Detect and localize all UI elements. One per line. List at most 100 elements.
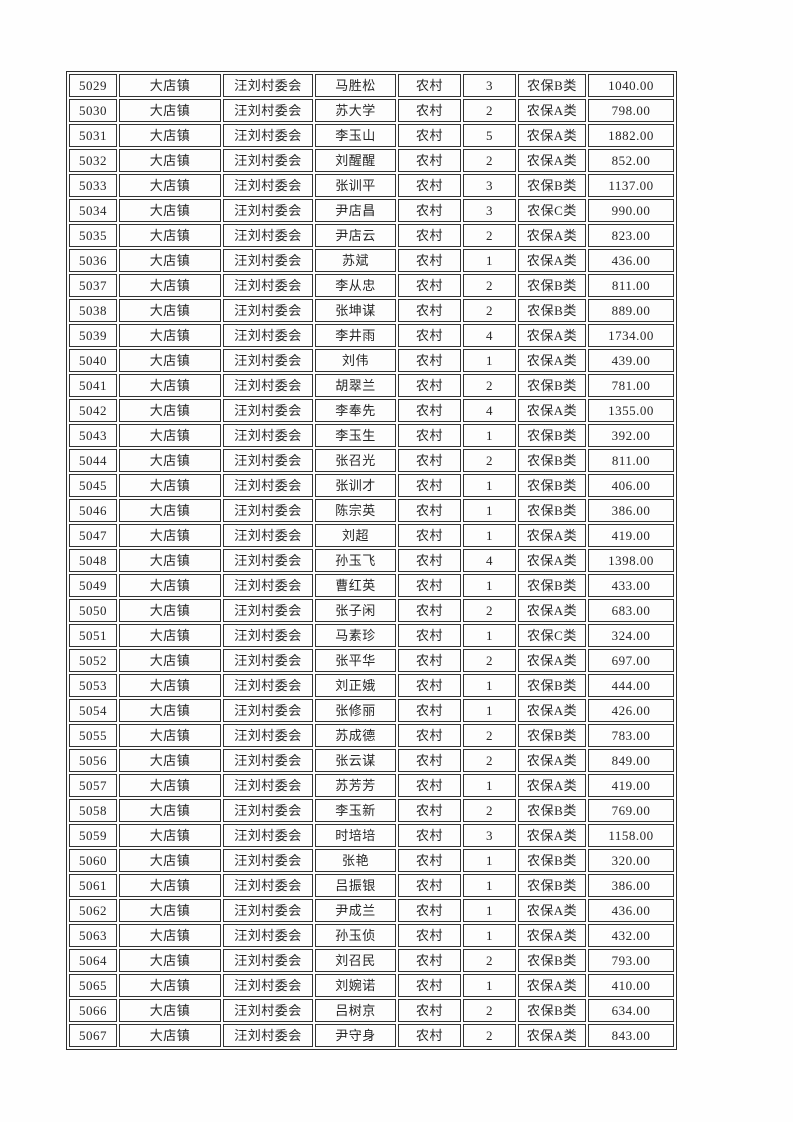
cell-town: 大店镇 (119, 549, 221, 572)
cell-insurance_type: 农保B类 (518, 999, 586, 1022)
table-row: 5032 大店镇 汪刘村委会 刘醒醒 农村 2 农保A类 852.00 (69, 149, 674, 172)
table-row: 5042 大店镇 汪刘村委会 李奉先 农村 4 农保A类 1355.00 (69, 399, 674, 422)
cell-town: 大店镇 (119, 174, 221, 197)
cell-amount: 849.00 (588, 749, 674, 772)
cell-name: 苏成德 (315, 724, 396, 747)
cell-town: 大店镇 (119, 399, 221, 422)
cell-town: 大店镇 (119, 774, 221, 797)
table-row: 5037 大店镇 汪刘村委会 李从忠 农村 2 农保B类 811.00 (69, 274, 674, 297)
cell-town: 大店镇 (119, 199, 221, 222)
cell-serial: 5057 (69, 774, 117, 797)
cell-name: 李玉生 (315, 424, 396, 447)
table-row: 5051 大店镇 汪刘村委会 马素珍 农村 1 农保C类 324.00 (69, 624, 674, 647)
cell-insurance_type: 农保A类 (518, 324, 586, 347)
cell-amount: 1158.00 (588, 824, 674, 847)
cell-serial: 5030 (69, 99, 117, 122)
cell-count: 3 (463, 824, 516, 847)
cell-town: 大店镇 (119, 374, 221, 397)
cell-insurance_type: 农保B类 (518, 424, 586, 447)
pension-roster-table: 5029 大店镇 汪刘村委会 马胜松 农村 3 农保B类 1040.00 5030 大店镇 汪刘村委… (66, 71, 677, 1050)
cell-amount: 811.00 (588, 274, 674, 297)
cell-name: 李井雨 (315, 324, 396, 347)
table-body: 5029 大店镇 汪刘村委会 马胜松 农村 3 农保B类 1040.00 5030 大店镇 汪刘村委… (69, 74, 674, 1047)
cell-count: 3 (463, 74, 516, 97)
cell-village: 汪刘村委会 (223, 774, 313, 797)
table-row: 5049 大店镇 汪刘村委会 曹红英 农村 1 农保B类 433.00 (69, 574, 674, 597)
cell-count: 1 (463, 574, 516, 597)
cell-serial: 5034 (69, 199, 117, 222)
cell-category: 农村 (398, 149, 461, 172)
cell-name: 马胜松 (315, 74, 396, 97)
cell-category: 农村 (398, 949, 461, 972)
cell-name: 张训平 (315, 174, 396, 197)
cell-insurance_type: 农保B类 (518, 299, 586, 322)
cell-name: 李玉新 (315, 799, 396, 822)
cell-category: 农村 (398, 349, 461, 372)
cell-count: 2 (463, 449, 516, 472)
cell-village: 汪刘村委会 (223, 874, 313, 897)
cell-category: 农村 (398, 174, 461, 197)
table-row: 5041 大店镇 汪刘村委会 胡翠兰 农村 2 农保B类 781.00 (69, 374, 674, 397)
cell-category: 农村 (398, 724, 461, 747)
cell-insurance_type: 农保A类 (518, 1024, 586, 1047)
cell-category: 农村 (398, 449, 461, 472)
cell-amount: 386.00 (588, 874, 674, 897)
cell-category: 农村 (398, 124, 461, 147)
cell-serial: 5035 (69, 224, 117, 247)
cell-amount: 823.00 (588, 224, 674, 247)
cell-insurance_type: 农保A类 (518, 749, 586, 772)
cell-category: 农村 (398, 399, 461, 422)
cell-amount: 1398.00 (588, 549, 674, 572)
cell-category: 农村 (398, 774, 461, 797)
cell-town: 大店镇 (119, 324, 221, 347)
cell-serial: 5066 (69, 999, 117, 1022)
cell-category: 农村 (398, 299, 461, 322)
cell-name: 刘伟 (315, 349, 396, 372)
cell-amount: 811.00 (588, 449, 674, 472)
cell-amount: 419.00 (588, 524, 674, 547)
cell-village: 汪刘村委会 (223, 1024, 313, 1047)
cell-town: 大店镇 (119, 1024, 221, 1047)
table-row: 5058 大店镇 汪刘村委会 李玉新 农村 2 农保B类 769.00 (69, 799, 674, 822)
cell-serial: 5054 (69, 699, 117, 722)
cell-name: 苏斌 (315, 249, 396, 272)
cell-amount: 793.00 (588, 949, 674, 972)
cell-town: 大店镇 (119, 274, 221, 297)
cell-count: 2 (463, 999, 516, 1022)
cell-insurance_type: 农保A类 (518, 249, 586, 272)
cell-name: 刘召民 (315, 949, 396, 972)
cell-serial: 5041 (69, 374, 117, 397)
cell-village: 汪刘村委会 (223, 924, 313, 947)
cell-serial: 5061 (69, 874, 117, 897)
cell-town: 大店镇 (119, 574, 221, 597)
cell-town: 大店镇 (119, 124, 221, 147)
cell-insurance_type: 农保B类 (518, 949, 586, 972)
table-row: 5048 大店镇 汪刘村委会 孙玉飞 农村 4 农保A类 1398.00 (69, 549, 674, 572)
cell-amount: 432.00 (588, 924, 674, 947)
cell-count: 2 (463, 724, 516, 747)
cell-town: 大店镇 (119, 249, 221, 272)
table-row: 5046 大店镇 汪刘村委会 陈宗英 农村 1 农保B类 386.00 (69, 499, 674, 522)
cell-name: 苏芳芳 (315, 774, 396, 797)
cell-count: 1 (463, 249, 516, 272)
table-row: 5055 大店镇 汪刘村委会 苏成德 农村 2 农保B类 783.00 (69, 724, 674, 747)
cell-amount: 889.00 (588, 299, 674, 322)
cell-insurance_type: 农保B类 (518, 274, 586, 297)
cell-amount: 781.00 (588, 374, 674, 397)
cell-village: 汪刘村委会 (223, 224, 313, 247)
cell-village: 汪刘村委会 (223, 249, 313, 272)
cell-amount: 439.00 (588, 349, 674, 372)
cell-insurance_type: 农保C类 (518, 199, 586, 222)
cell-serial: 5038 (69, 299, 117, 322)
cell-category: 农村 (398, 974, 461, 997)
cell-village: 汪刘村委会 (223, 424, 313, 447)
cell-category: 农村 (398, 74, 461, 97)
cell-count: 2 (463, 149, 516, 172)
cell-count: 1 (463, 699, 516, 722)
cell-amount: 419.00 (588, 774, 674, 797)
cell-serial: 5049 (69, 574, 117, 597)
cell-serial: 5036 (69, 249, 117, 272)
cell-count: 3 (463, 174, 516, 197)
cell-count: 2 (463, 799, 516, 822)
cell-category: 农村 (398, 674, 461, 697)
